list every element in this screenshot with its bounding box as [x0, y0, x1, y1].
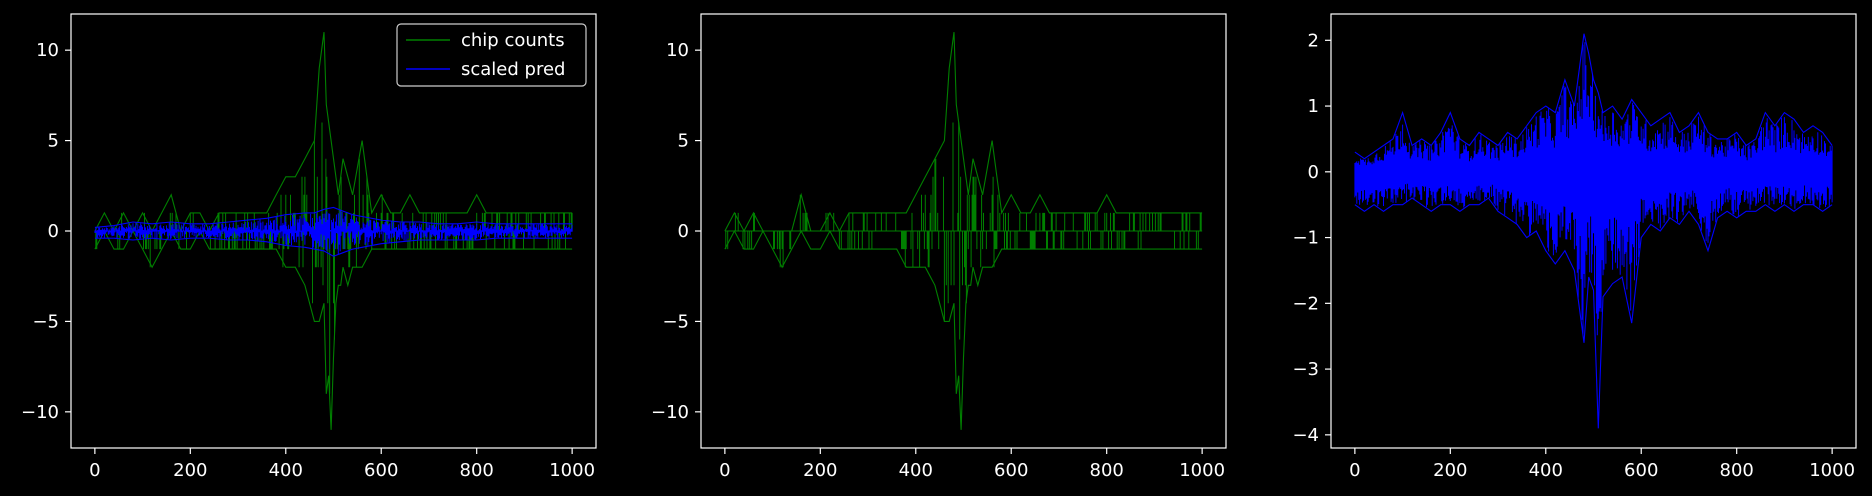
panel-1-axes: 0 200 400 600 800 1000 −10 −5 0 5 10 [21, 13, 597, 481]
y-tick-label: 0 [48, 221, 59, 242]
x-tick-label: 1000 [549, 460, 595, 481]
x-tick-label: 0 [1349, 460, 1360, 481]
series-scaled-pred [94, 206, 573, 257]
y-tick-label: 5 [678, 131, 689, 152]
x-tick-label: 1000 [1809, 460, 1855, 481]
x-tick-label: 400 [269, 460, 303, 481]
legend-label-scaled-pred: scaled pred [461, 59, 565, 80]
y-tick-label: −4 [1292, 425, 1319, 446]
x-tick-label: 1000 [1179, 460, 1225, 481]
y-tick-label: −1 [1292, 228, 1319, 249]
series-line [1354, 197, 1833, 429]
x-tick-label: 800 [1090, 460, 1124, 481]
series-line [94, 237, 573, 257]
y-tick-label: 5 [48, 131, 59, 152]
x-tick-label: 600 [1624, 460, 1658, 481]
series-line [1354, 33, 1833, 160]
y-tick-label: 10 [36, 40, 59, 61]
series-line [94, 206, 573, 228]
y-tick-label: 0 [678, 221, 689, 242]
x-tick-label: 400 [1529, 460, 1563, 481]
y-tick-label: −3 [1292, 359, 1319, 380]
y-tick-label: 1 [1308, 96, 1319, 117]
axes-frame [1330, 13, 1857, 449]
series-panel2-0 [724, 32, 1203, 430]
x-tick-label: 400 [899, 460, 933, 481]
x-tick-label: 600 [364, 460, 398, 481]
y-tick-label: −5 [662, 311, 689, 332]
panel-2-axes: 0 200 400 600 800 1000 −10 −5 0 5 10 [651, 13, 1227, 481]
legend-label-chip-counts: chip counts [461, 30, 565, 51]
panel-3-axes: 0 200 400 600 800 1000 −4 −3 −2 −1 0 1 2 [1292, 13, 1857, 481]
y-tick-label: 0 [1308, 162, 1319, 183]
x-tick-label: 200 [173, 460, 207, 481]
series-spikes [94, 210, 573, 255]
x-tick-label: 800 [460, 460, 494, 481]
y-tick-label: −5 [32, 311, 59, 332]
x-tick-label: 0 [89, 460, 100, 481]
y-tick-label: −10 [651, 402, 689, 423]
y-tick-label: −2 [1292, 293, 1319, 314]
series-line [94, 229, 573, 430]
x-tick-label: 200 [1433, 460, 1467, 481]
series-line [94, 32, 573, 233]
y-tick-label: −10 [21, 402, 59, 423]
x-tick-label: 200 [803, 460, 837, 481]
x-tick-label: 0 [719, 460, 730, 481]
x-tick-label: 800 [1720, 460, 1754, 481]
series-line [724, 229, 1203, 430]
y-tick-label: 2 [1308, 30, 1319, 51]
y-tick-label: 10 [666, 40, 689, 61]
legend: chip counts scaled pred [396, 23, 587, 87]
x-tick-label: 600 [994, 460, 1028, 481]
series-panel3-0 [1354, 33, 1833, 429]
series-spikes [725, 122, 1202, 340]
